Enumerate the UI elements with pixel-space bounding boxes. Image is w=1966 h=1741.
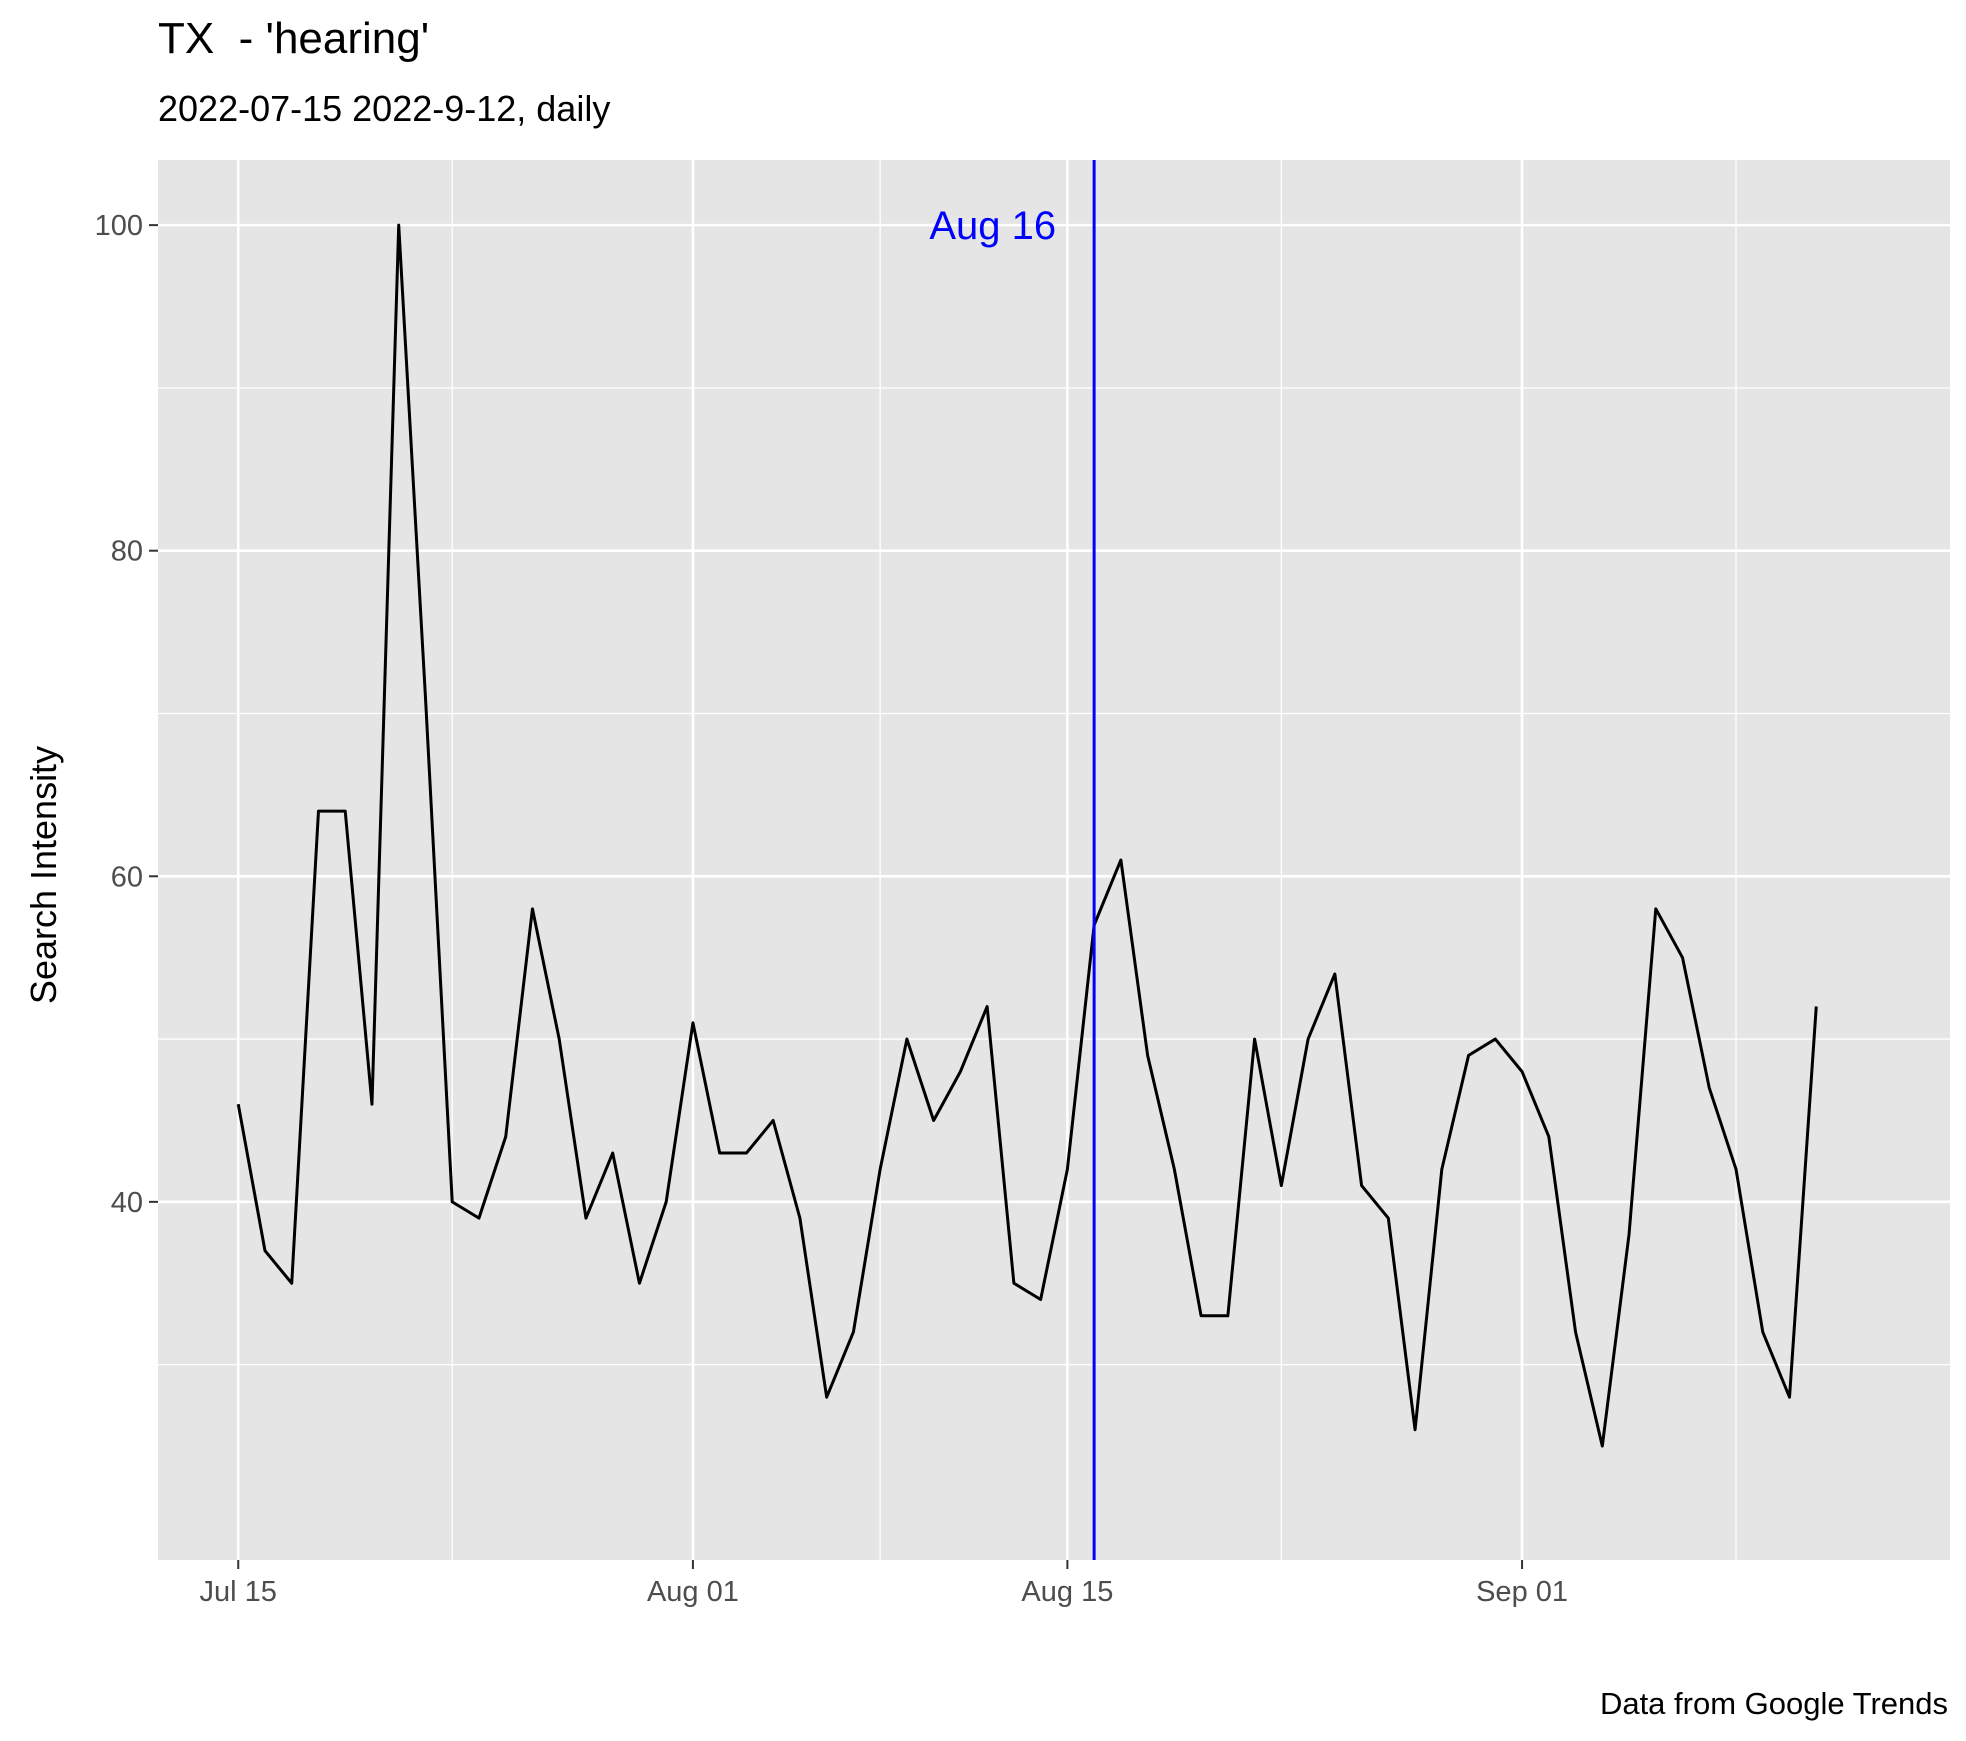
chart-subtitle: 2022-07-15 2022-9-12, daily bbox=[158, 88, 611, 129]
plot-panel bbox=[158, 160, 1950, 1560]
y-tick-label: 100 bbox=[95, 210, 143, 242]
y-tick-label: 60 bbox=[111, 861, 143, 893]
x-tick-label: Aug 01 bbox=[647, 1576, 739, 1608]
y-tick-label: 80 bbox=[111, 536, 143, 568]
chart-caption: Data from Google Trends bbox=[1599, 1686, 1948, 1721]
x-tick-label: Sep 01 bbox=[1476, 1576, 1568, 1608]
series-line bbox=[236, 223, 1818, 1448]
y-tick-label: 40 bbox=[111, 1187, 143, 1219]
event-label: Aug 16 bbox=[929, 204, 1056, 248]
x-tick-label: Aug 15 bbox=[1021, 1576, 1113, 1608]
x-tick-label: Jul 15 bbox=[200, 1576, 277, 1608]
chart-title: TX - 'hearing' bbox=[158, 14, 430, 63]
